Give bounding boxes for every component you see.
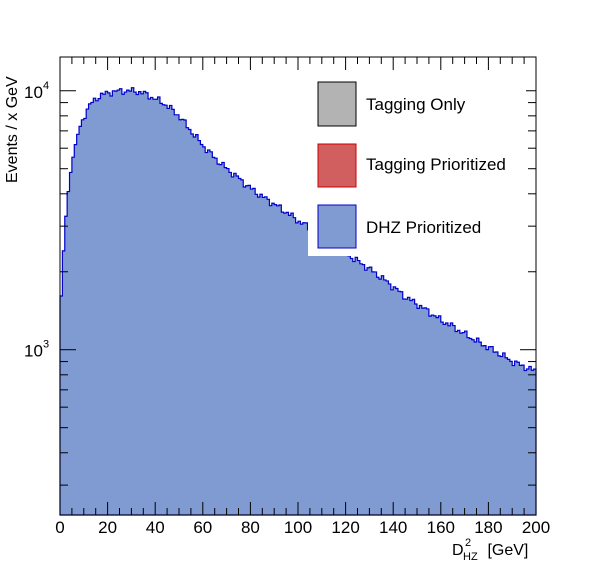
legend-swatch-tagging-prioritized (318, 144, 356, 187)
svg-text:10: 10 (24, 342, 43, 361)
svg-text:3: 3 (43, 339, 49, 351)
legend-label-tagging-only: Tagging Only (366, 95, 466, 114)
x-axis-title-unit: [GeV] (483, 542, 528, 559)
x-tick-label: 60 (193, 518, 212, 537)
legend-label-tagging-prioritized: Tagging Prioritized (366, 155, 506, 174)
x-tick-label: 160 (427, 518, 455, 537)
x-tick-label: 180 (474, 518, 502, 537)
svg-text:4: 4 (43, 80, 49, 92)
legend: Tagging Only Tagging Prioritized DHZ Pri… (308, 70, 526, 256)
x-axis-title-subscript: HZ (463, 551, 478, 563)
x-tick-label: 80 (241, 518, 260, 537)
x-axis-title-superscript: 2 (465, 537, 471, 549)
x-tick-label: 40 (146, 518, 165, 537)
x-tick-label: 0 (55, 518, 64, 537)
x-tick-label: 100 (284, 518, 312, 537)
x-axis-title-base: D (452, 542, 464, 559)
legend-swatch-dhz-prioritized (318, 205, 356, 248)
svg-text:10: 10 (24, 83, 43, 102)
legend-swatch-tagging-only (318, 82, 356, 126)
x-tick-label: 20 (98, 518, 117, 537)
x-tick-label: 200 (522, 518, 550, 537)
x-tick-label: 140 (379, 518, 407, 537)
x-tick-label: 120 (331, 518, 359, 537)
y-axis-title: Events / x GeV (4, 76, 21, 183)
legend-label-dhz-prioritized: DHZ Prioritized (366, 218, 481, 237)
